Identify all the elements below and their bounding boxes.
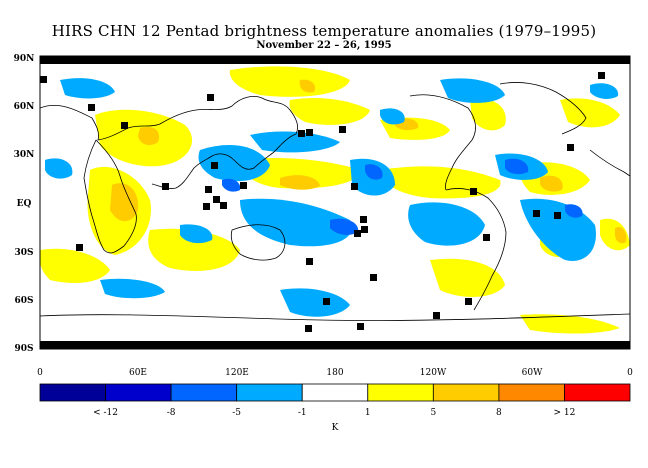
cool-anomaly-regions	[45, 78, 619, 317]
colorbar-tick-label: -8	[167, 408, 176, 418]
lon-tick-label: 120W	[420, 368, 447, 378]
lat-tick-label: 90N	[14, 54, 35, 64]
colorbar-swatch	[564, 383, 631, 402]
colorbar-tick-label: 8	[496, 408, 502, 418]
colorbar-tick-label: -1	[298, 408, 307, 418]
anomaly-field	[40, 56, 630, 349]
colorbar-unit: K	[332, 423, 339, 433]
colorbar-swatch	[236, 383, 303, 402]
colorbar-tick-label: < -12	[93, 408, 118, 418]
latitude-axis: 90N 60N 30N EQ 30S 60S 90S	[14, 54, 35, 354]
colorbar-labels: < -12 -8 -5 -1 1 5 8 > 12	[93, 408, 575, 418]
colorbar-swatch	[301, 383, 369, 402]
colorbar-swatch	[432, 383, 500, 402]
lon-tick-label: 0	[627, 368, 633, 378]
colorbar-swatch	[105, 383, 172, 402]
lon-tick-label: 60E	[129, 368, 147, 378]
lat-tick-label: 90S	[14, 344, 33, 354]
colorbar-swatch	[39, 383, 106, 402]
map-frame	[39, 55, 631, 350]
lon-tick-label: 120E	[225, 368, 249, 378]
colorbar	[39, 383, 631, 402]
colorbar-tick-label: 1	[365, 408, 371, 418]
colorbar-tick-label: 5	[430, 408, 436, 418]
lat-tick-label: 60N	[14, 102, 35, 112]
lat-tick-label: 30N	[14, 150, 35, 160]
lon-tick-label: 0	[37, 368, 43, 378]
map-title: HIRS CHN 12 Pentad brightness temperatur…	[51, 22, 597, 40]
lon-tick-label: 60W	[522, 368, 543, 378]
lat-tick-label: 30S	[14, 248, 33, 258]
lat-tick-label: 60S	[14, 296, 33, 306]
map-subtitle: November 22 – 26, 1995	[256, 40, 392, 51]
colorbar-tick-label: -5	[232, 408, 241, 418]
longitude-axis: 0 60E 120E 180 120W 60W 0	[37, 368, 633, 378]
lat-tick-label: EQ	[17, 199, 32, 209]
colorbar-tick-label: > 12	[554, 408, 576, 418]
colorbar-swatch	[498, 383, 565, 402]
colorbar-swatch	[367, 383, 434, 402]
lon-tick-label: 180	[326, 368, 343, 378]
missing-data-blocks	[40, 56, 630, 349]
colorbar-swatch	[170, 383, 238, 402]
